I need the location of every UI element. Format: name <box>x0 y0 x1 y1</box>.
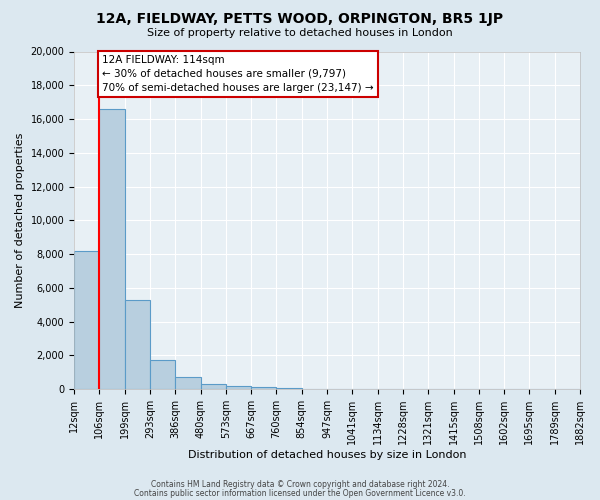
Bar <box>175 376 200 389</box>
Bar <box>251 386 277 389</box>
Bar <box>125 300 150 389</box>
Bar <box>226 386 251 389</box>
Bar <box>100 109 125 389</box>
Text: 12A, FIELDWAY, PETTS WOOD, ORPINGTON, BR5 1JP: 12A, FIELDWAY, PETTS WOOD, ORPINGTON, BR… <box>97 12 503 26</box>
Bar <box>150 360 175 389</box>
Text: Size of property relative to detached houses in London: Size of property relative to detached ho… <box>147 28 453 38</box>
Text: 12A FIELDWAY: 114sqm
← 30% of detached houses are smaller (9,797)
70% of semi-de: 12A FIELDWAY: 114sqm ← 30% of detached h… <box>102 55 374 93</box>
Text: Contains HM Land Registry data © Crown copyright and database right 2024.: Contains HM Land Registry data © Crown c… <box>151 480 449 489</box>
Bar <box>74 251 100 389</box>
Text: Contains public sector information licensed under the Open Government Licence v3: Contains public sector information licen… <box>134 488 466 498</box>
X-axis label: Distribution of detached houses by size in London: Distribution of detached houses by size … <box>188 450 466 460</box>
Bar <box>277 388 302 389</box>
Y-axis label: Number of detached properties: Number of detached properties <box>15 132 25 308</box>
Bar <box>200 384 226 389</box>
